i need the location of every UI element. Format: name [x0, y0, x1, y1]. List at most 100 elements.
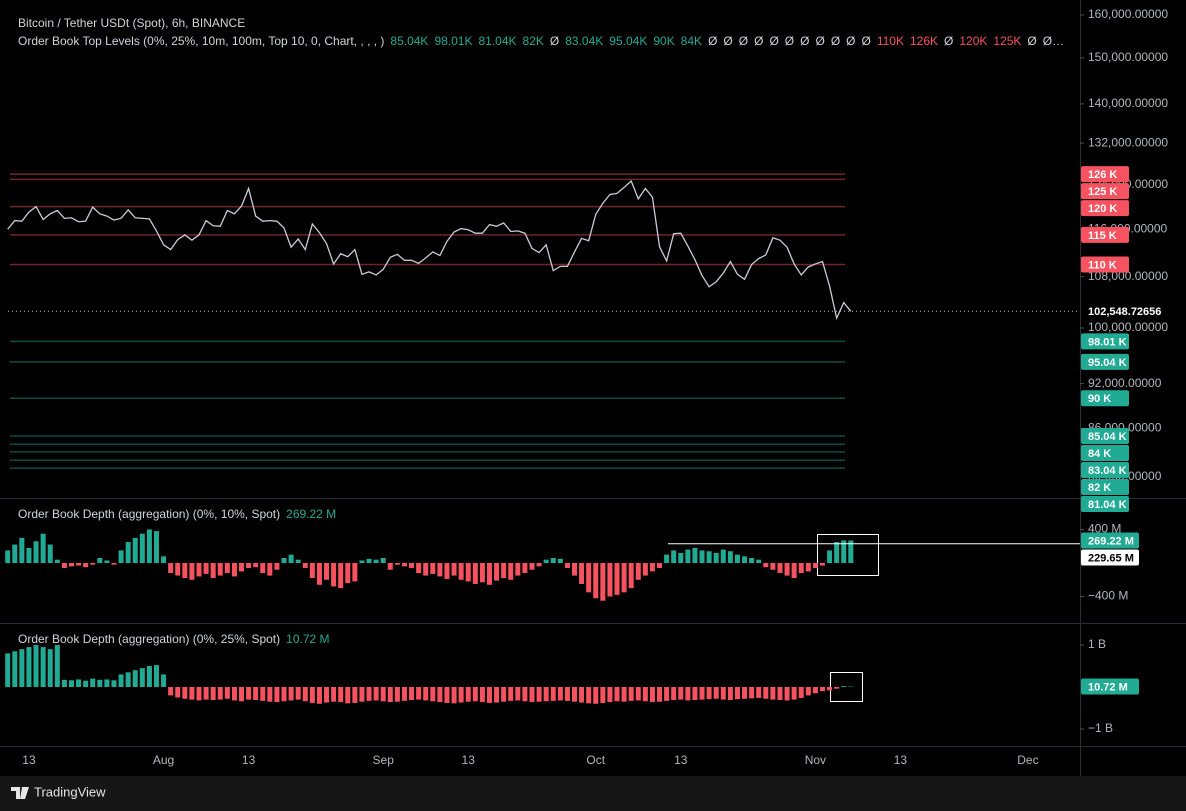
depth-bar	[309, 686, 315, 703]
depth-bar	[465, 563, 471, 582]
last-price-label: 102,548.72656	[1088, 306, 1161, 318]
indicator-value: 95.04K	[609, 34, 647, 48]
depth-bar	[586, 686, 592, 704]
depth-bar	[819, 563, 825, 566]
depth-bar	[720, 549, 726, 564]
depth-bar	[770, 563, 776, 570]
depth-bar	[309, 563, 315, 579]
depth-bar	[550, 686, 556, 701]
depth-bar	[316, 563, 322, 585]
depth-bar	[394, 563, 400, 565]
depth-bar	[394, 686, 400, 702]
depth-bar	[430, 563, 436, 574]
pane-title-text: Order Book Depth (aggregation) (0%, 10%,…	[18, 507, 280, 521]
depth-bar	[458, 686, 464, 703]
depth-bar	[118, 674, 124, 687]
depth-bar	[564, 686, 570, 701]
x-tick-label: Dec	[1017, 753, 1038, 767]
tradingview-logo	[11, 787, 29, 799]
y-tick-label: 1 B	[1088, 637, 1106, 651]
depth-bar	[727, 686, 733, 701]
depth-bar	[90, 563, 96, 565]
x-tick-label: Sep	[373, 753, 395, 767]
depth-bar	[416, 563, 422, 574]
depth-bar	[749, 557, 755, 564]
depth-bar	[83, 563, 89, 568]
depth-bar	[805, 686, 811, 696]
depth-bar	[19, 649, 25, 687]
indicator-value: Ø	[800, 34, 809, 48]
depth-bar	[784, 563, 790, 576]
level-label-bg	[1081, 428, 1129, 445]
depth-bar	[224, 686, 230, 699]
depth-bar	[430, 686, 436, 702]
indicator-value: Ø	[723, 34, 732, 48]
depth-bar	[125, 672, 131, 687]
depth-bar	[139, 533, 145, 564]
depth-bar	[203, 563, 209, 574]
depth-bar	[543, 559, 549, 564]
depth-bar	[579, 686, 585, 703]
level-label-bg	[1081, 226, 1129, 243]
level-label: 85.04 K	[1088, 431, 1127, 443]
pane-title-value: 269.22 M	[286, 507, 336, 521]
depth-bar	[295, 559, 301, 564]
depth-bar	[635, 686, 641, 701]
depth-bar	[756, 559, 762, 564]
depth-bar	[812, 563, 818, 569]
level-label-bg	[1081, 445, 1129, 462]
depth-bar	[76, 563, 82, 566]
depth-bar	[550, 557, 556, 564]
depth-bar	[111, 680, 117, 687]
depth-bar	[742, 686, 748, 699]
depth-bar	[182, 563, 188, 579]
y-tick-label: 160,000.00000	[1088, 7, 1168, 21]
symbol-title: Bitcoin / Tether USDt (Spot), 6h, BINANC…	[18, 16, 245, 30]
reference-value-label: 229.65 M	[1088, 552, 1134, 564]
indicator-value: Ø	[754, 34, 763, 48]
depth-bar	[734, 554, 740, 564]
depth-bar	[146, 529, 152, 564]
depth-bar	[239, 686, 245, 702]
indicator-value: 84K	[681, 34, 702, 48]
depth-bar	[501, 686, 507, 702]
depth-bar	[139, 668, 145, 687]
depth-bar	[76, 679, 82, 687]
y-tick-label: −400 M	[1088, 589, 1128, 603]
depth-bar	[153, 665, 159, 687]
depth-bar	[713, 686, 719, 699]
depth-bar	[267, 563, 273, 576]
indicator-name: Order Book Top Levels (0%, 25%, 10m, 100…	[18, 34, 384, 48]
depth-bar	[33, 644, 39, 687]
depth-bar	[324, 563, 330, 580]
depth-bar	[288, 554, 294, 564]
level-label: 126 K	[1088, 169, 1117, 181]
pane-title: Order Book Depth (aggregation) (0%, 25%,…	[18, 632, 330, 646]
level-label-bg	[1081, 479, 1129, 496]
depth-bar	[175, 686, 181, 698]
depth-bar	[444, 686, 450, 703]
y-tick-label: 92,000.00000	[1088, 376, 1162, 390]
depth-bar	[281, 686, 287, 702]
depth-bar	[274, 686, 280, 703]
depth-bar	[614, 686, 620, 702]
y-tick-label: 132,000.00000	[1088, 135, 1168, 149]
depth-bar	[217, 686, 223, 700]
footer-bar	[0, 776, 1186, 811]
depth-bar	[727, 551, 733, 564]
depth-bar	[572, 563, 577, 576]
depth-bar	[189, 686, 195, 700]
depth-bar	[19, 537, 25, 564]
depth-bar	[685, 549, 691, 564]
depth-bar	[231, 563, 237, 577]
depth-bar	[600, 563, 606, 601]
depth-bar	[536, 563, 542, 567]
depth-bar	[302, 686, 308, 702]
depth-bar	[692, 686, 698, 701]
current-value-label-bg	[1081, 532, 1139, 549]
depth-bar	[146, 665, 152, 687]
depth-bar	[593, 563, 599, 599]
depth-bar	[352, 686, 358, 703]
depth-bar	[557, 558, 563, 564]
depth-bar	[827, 686, 833, 691]
